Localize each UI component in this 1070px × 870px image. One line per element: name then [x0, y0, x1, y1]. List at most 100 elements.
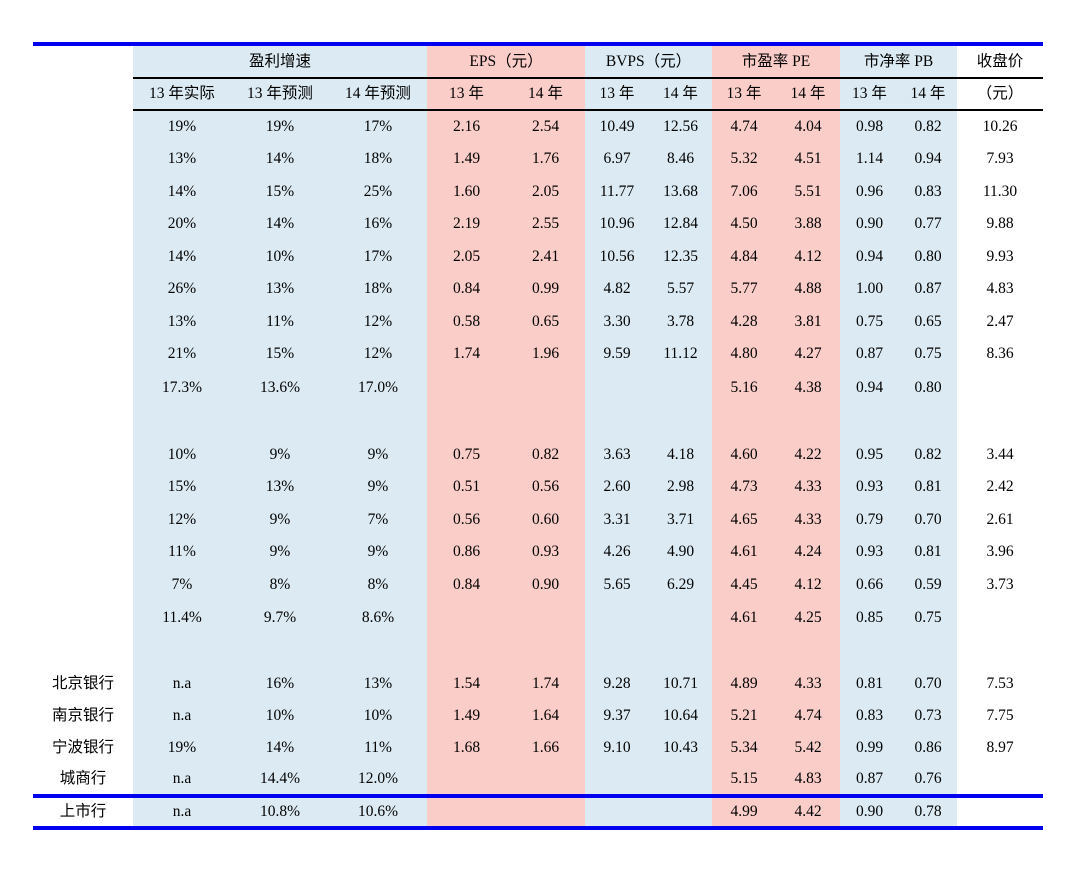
table-cell: 5.51 — [776, 175, 840, 208]
table-cell — [776, 406, 840, 438]
table-cell: n.a — [133, 699, 231, 732]
table-cell: 4.18 — [649, 438, 712, 471]
table-cell: 12.35 — [649, 240, 712, 273]
table-cell: 21% — [133, 337, 231, 370]
table-cell: 5.16 — [712, 370, 776, 406]
table-cell: 4.89 — [712, 667, 776, 700]
table-cell: 19% — [231, 110, 329, 143]
table-cell: 15% — [133, 470, 231, 503]
table-cell — [231, 634, 329, 668]
table-cell: 10.96 — [585, 207, 649, 240]
table-cell: 8% — [231, 568, 329, 601]
table-cell: 13% — [231, 272, 329, 305]
table-cell: 12% — [133, 503, 231, 536]
table-cell — [712, 406, 776, 438]
table-cell: 6.29 — [649, 568, 712, 601]
top-rule-row — [33, 42, 1043, 46]
table-cell: 0.93 — [840, 535, 899, 568]
table-cell — [506, 600, 585, 635]
table-cell: 1.64 — [506, 699, 585, 732]
table-row: 17.3% 13.6% 17.0% 5.16 4.38 0.94 0.80 — [33, 370, 1043, 406]
table-cell: 11% — [231, 305, 329, 338]
table-cell: 4.61 — [712, 535, 776, 568]
table-row: 26% 13% 18% 0.84 0.99 4.82 5.57 5.77 4.88 1.00 0.8… — [33, 272, 1043, 305]
row-label — [33, 568, 133, 601]
table-row: 宁波银行 19% 14% 11% 1.68 1.66 9.10 10.43 5.34 5.42 0.… — [33, 731, 1043, 764]
subheader-yuan: （元） — [957, 78, 1043, 111]
col-group-pb: 市净率 PB — [840, 46, 957, 79]
bank-valuation-table: 盈利增速 EPS（元） BVPS（元） 市盈率 PE 市净率 PB 收盘价 13… — [33, 42, 1043, 830]
table-cell: 0.75 — [840, 305, 899, 338]
table-cell: 1.74 — [427, 337, 506, 370]
table-cell: 0.83 — [840, 699, 899, 732]
table-cell — [957, 600, 1043, 635]
table-cell: 4.38 — [776, 370, 840, 406]
table-cell: 3.31 — [585, 503, 649, 536]
table-cell — [649, 634, 712, 668]
subheader-pe-13y: 13 年 — [712, 78, 776, 111]
table-cell: 0.93 — [506, 535, 585, 568]
table-cell: 4.22 — [776, 438, 840, 471]
subheader-13y-forecast: 13 年预测 — [231, 78, 329, 111]
table-cell: 0.81 — [840, 667, 899, 700]
separator-rule-row — [33, 825, 1043, 830]
table-cell: 10.43 — [649, 731, 712, 764]
table-cell: 0.78 — [899, 797, 957, 826]
table-cell: 11.77 — [585, 175, 649, 208]
table-cell: 3.88 — [776, 207, 840, 240]
table-cell: 4.45 — [712, 568, 776, 601]
row-label — [33, 208, 133, 241]
table-cell: 13.6% — [231, 370, 329, 406]
table-cell: 0.65 — [899, 305, 957, 338]
table-cell — [649, 600, 712, 635]
table-cell — [585, 600, 649, 635]
table-cell: 7.93 — [957, 142, 1043, 175]
table-cell: 10.56 — [585, 240, 649, 273]
table-cell: 0.99 — [840, 731, 899, 764]
table-row: 14% 15% 25% 1.60 2.05 11.77 13.68 7.06 5.51 0.96 0… — [33, 175, 1043, 208]
table-cell: 9% — [231, 535, 329, 568]
table-cell: 2.05 — [506, 175, 585, 208]
table-cell: 9.28 — [585, 667, 649, 700]
table-cell: 9.93 — [957, 240, 1043, 273]
table-cell: 0.75 — [899, 337, 957, 370]
table-cell — [957, 797, 1043, 826]
table-cell: 1.00 — [840, 272, 899, 305]
table-cell: 16% — [329, 207, 427, 240]
sub-header-row: 13 年实际 13 年预测 14 年预测 13 年 14 年 13 年 14 年… — [33, 78, 1043, 111]
table-cell: 4.26 — [585, 535, 649, 568]
table-cell: 14% — [133, 240, 231, 273]
table-cell: 9.37 — [585, 699, 649, 732]
table-cell: 17.3% — [133, 370, 231, 406]
table-cell: 8.46 — [649, 142, 712, 175]
table-cell: 4.61 — [712, 600, 776, 635]
table-cell: 0.51 — [427, 470, 506, 503]
table-cell: 8.97 — [957, 731, 1043, 764]
table-cell: 5.15 — [712, 763, 776, 794]
table-cell: n.a — [133, 763, 231, 794]
table-row: 11.4% 9.7% 8.6% 4.61 4.25 0.85 0.75 — [33, 600, 1043, 635]
row-label — [33, 143, 133, 176]
table-cell — [712, 634, 776, 668]
row-label — [33, 503, 133, 536]
table-cell: 2.61 — [957, 503, 1043, 536]
table-cell: 17.0% — [329, 370, 427, 406]
table-cell — [506, 406, 585, 438]
table-cell: 11.12 — [649, 337, 712, 370]
table-cell: 14% — [133, 175, 231, 208]
table-cell: 4.12 — [776, 568, 840, 601]
table-cell: 4.27 — [776, 337, 840, 370]
row-label — [33, 438, 133, 471]
table-cell: 2.60 — [585, 470, 649, 503]
table-cell: 0.76 — [899, 763, 957, 794]
blue-rule — [33, 825, 1043, 830]
table-cell: 1.49 — [427, 142, 506, 175]
table-cell: 4.84 — [712, 240, 776, 273]
table-cell: 4.42 — [776, 797, 840, 826]
table-cell: 9% — [231, 438, 329, 471]
table-cell: 4.33 — [776, 470, 840, 503]
row-label — [33, 110, 133, 143]
table-cell: 10% — [231, 240, 329, 273]
table-cell — [133, 634, 231, 668]
table-cell: 1.96 — [506, 337, 585, 370]
